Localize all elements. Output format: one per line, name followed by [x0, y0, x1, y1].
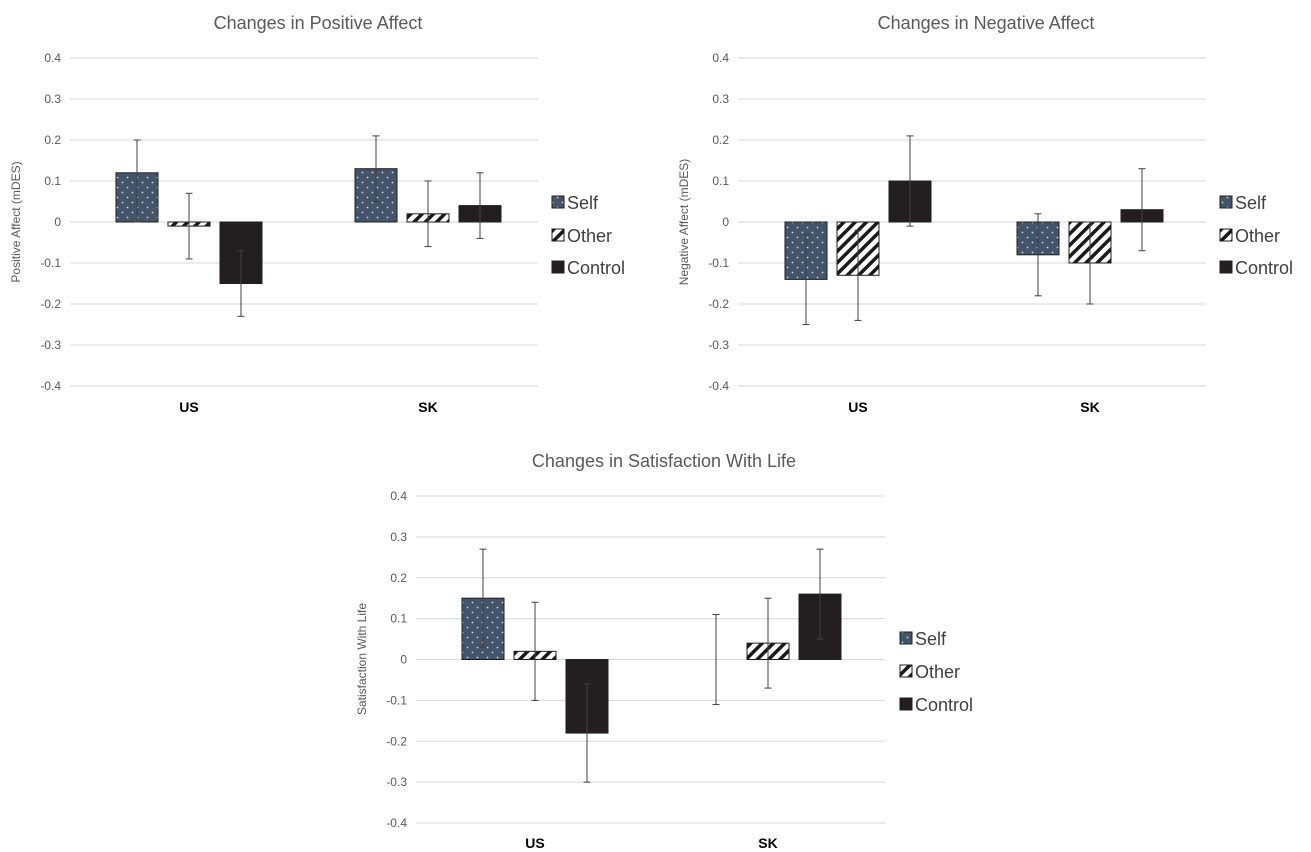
- legend-swatch-self: [899, 631, 913, 645]
- y-tick-label: 0: [54, 215, 61, 229]
- y-tick-label: -0.4: [386, 816, 407, 830]
- chart-title: Changes in Negative Affect: [878, 13, 1095, 33]
- y-tick-label: 0: [400, 653, 407, 667]
- legend-label-other: Other: [567, 226, 612, 246]
- y-tick-label: 0.4: [44, 51, 61, 65]
- y-axis-label: Negative Affect (mDES): [677, 159, 691, 286]
- legend-swatch-control: [551, 260, 565, 274]
- legend-label-self: Self: [915, 629, 947, 649]
- y-tick-label: 0.2: [390, 571, 407, 585]
- y-tick-label: -0.1: [40, 256, 61, 270]
- y-tick-label: -0.2: [386, 734, 407, 748]
- x-category-label: SK: [418, 399, 437, 415]
- legend-swatch-other: [1219, 228, 1233, 242]
- legend-label-control: Control: [567, 258, 625, 278]
- y-axis-label: Positive Affect (mDES): [9, 161, 23, 282]
- legend-swatch-control: [899, 697, 913, 711]
- x-category-label: US: [848, 399, 867, 415]
- y-tick-label: 0.2: [712, 133, 729, 147]
- legend-label-other: Other: [1235, 226, 1280, 246]
- y-tick-label: -0.1: [708, 256, 729, 270]
- y-tick-label: 0.2: [44, 133, 61, 147]
- y-tick-label: 0.4: [390, 489, 407, 503]
- satisfaction-with-life-chart: Changes in Satisfaction With Life Satisf…: [355, 451, 973, 851]
- y-tick-label: -0.4: [40, 379, 61, 393]
- legend-label-control: Control: [1235, 258, 1293, 278]
- legend-swatch-other: [551, 228, 565, 242]
- legend-swatch-self: [1219, 195, 1233, 209]
- y-tick-label: 0.1: [390, 612, 407, 626]
- y-tick-label: -0.1: [386, 693, 407, 707]
- legend-label-control: Control: [915, 695, 973, 715]
- legend-swatch-control: [1219, 260, 1233, 274]
- y-tick-label: 0.1: [712, 174, 729, 188]
- y-tick-label: 0.3: [390, 530, 407, 544]
- negative-affect-chart: Changes in Negative Affect Negative Affe…: [677, 13, 1293, 415]
- y-tick-label: -0.4: [708, 379, 729, 393]
- chart-title: Changes in Positive Affect: [214, 13, 423, 33]
- x-category-label: SK: [1080, 399, 1099, 415]
- y-tick-label: 0.3: [44, 92, 61, 106]
- y-axis-label: Satisfaction With Life: [355, 603, 369, 715]
- positive-affect-chart: Changes in Positive Affect Positive Affe…: [9, 13, 625, 415]
- legend-swatch-self: [551, 195, 565, 209]
- y-tick-label: -0.2: [708, 297, 729, 311]
- y-tick-label: -0.2: [40, 297, 61, 311]
- legend-label-other: Other: [915, 662, 960, 682]
- legend-swatch-other: [899, 664, 913, 678]
- y-tick-label: 0.4: [712, 51, 729, 65]
- y-tick-label: 0.3: [712, 92, 729, 106]
- y-tick-label: 0.1: [44, 174, 61, 188]
- y-tick-label: -0.3: [708, 338, 729, 352]
- x-category-label: SK: [758, 835, 777, 851]
- y-tick-label: -0.3: [386, 775, 407, 789]
- y-tick-label: 0: [722, 215, 729, 229]
- legend-label-self: Self: [567, 193, 599, 213]
- x-category-label: US: [179, 399, 198, 415]
- y-tick-label: -0.3: [40, 338, 61, 352]
- x-category-label: US: [525, 835, 544, 851]
- chart-title: Changes in Satisfaction With Life: [532, 451, 796, 471]
- legend-label-self: Self: [1235, 193, 1267, 213]
